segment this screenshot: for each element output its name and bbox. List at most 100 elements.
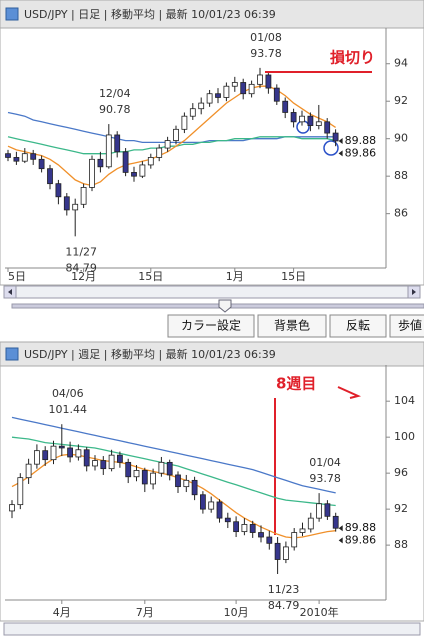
candle-body [307, 517, 314, 530]
annotation-date: 11/23 [268, 583, 300, 596]
button-label: 歩値 [398, 318, 422, 333]
annotation-date: 01/04 [309, 456, 341, 469]
candle-body [158, 461, 165, 474]
candle-body [9, 504, 15, 512]
annotation-date: 11/27 [65, 245, 97, 258]
candle-body [58, 445, 65, 449]
candle-body [249, 524, 256, 533]
candle-body [30, 153, 37, 160]
annotation-value: 84.79 [268, 599, 300, 612]
x-tick-label: 1月 [226, 270, 244, 283]
price-pointer [338, 150, 343, 157]
candle-body [67, 447, 73, 458]
candle-body [25, 463, 32, 479]
candle-body [89, 158, 95, 188]
marker-circle [323, 140, 339, 156]
candle-body [332, 515, 339, 529]
y-tick-label: 86 [394, 207, 408, 220]
annotation-value: 93.78 [309, 472, 341, 485]
candle-body [173, 128, 179, 141]
y-tick-label: 88 [394, 169, 408, 182]
last-price: 89.88 [345, 134, 377, 147]
slider-track[interactable] [11, 303, 424, 309]
candle-body [299, 115, 305, 123]
candle-body [156, 147, 163, 158]
candle-body [315, 121, 322, 126]
slider-thumb[interactable] [218, 299, 232, 313]
annotation-date: 04/06 [52, 387, 84, 400]
chart-title: USD/JPY | 週足 | 移動平均 | 最新 10/01/23 06:39 [24, 347, 276, 361]
y-tick-label: 88 [394, 538, 408, 551]
candle-body [216, 501, 223, 519]
candle-body [5, 153, 11, 158]
candle-body [21, 153, 28, 162]
y-tick-label: 94 [394, 57, 408, 70]
candle-body [208, 501, 215, 510]
button[interactable] [329, 314, 387, 338]
y-tick-label: 100 [394, 430, 415, 443]
candle-body [258, 532, 264, 538]
candle-body [233, 521, 240, 533]
candle-body [191, 479, 198, 496]
x-tick-label: 7月 [136, 606, 154, 619]
candle-body [273, 87, 280, 102]
x-tick-label: 15日 [138, 270, 163, 283]
moving-average [11, 436, 336, 507]
candle-body [189, 108, 196, 117]
scrollbar[interactable] [3, 622, 421, 636]
candle-body [83, 449, 90, 467]
candle-body [139, 164, 146, 177]
candle-body [257, 74, 263, 85]
button[interactable] [257, 314, 327, 338]
button[interactable] [389, 314, 424, 338]
button[interactable] [167, 314, 255, 338]
candle-body [324, 121, 331, 134]
candle-body [125, 461, 132, 478]
x-tick-label: 12月 [71, 270, 96, 283]
moving-average [7, 85, 336, 187]
candle-body [299, 528, 306, 533]
candle-body [150, 472, 157, 485]
candle-body [316, 503, 323, 519]
candle-body [63, 196, 70, 211]
candle-body [266, 536, 273, 544]
candle-body [75, 449, 82, 458]
last-price: 89.86 [345, 146, 377, 159]
candle-body [282, 546, 289, 560]
candle-body [282, 100, 289, 113]
button-label: 反転 [346, 319, 370, 333]
candle-body [42, 450, 49, 461]
scrollbar[interactable] [3, 285, 421, 299]
candle-body [108, 454, 115, 470]
candle-body [291, 532, 298, 548]
candle-body [164, 140, 171, 149]
price-pointer [338, 137, 343, 144]
plot-panel [0, 27, 424, 286]
candle-body [166, 461, 173, 476]
x-tick-label: 10月 [224, 606, 249, 619]
note: 損切り [330, 49, 375, 67]
candle-body [147, 157, 154, 166]
candle-body [240, 82, 247, 95]
candle-body [274, 542, 281, 560]
annotation-value: 84.79 [65, 261, 97, 274]
candle-body [198, 102, 205, 110]
candle-body [34, 450, 40, 465]
candle-body [265, 74, 272, 89]
candle-body [50, 445, 57, 461]
candle-body [17, 477, 24, 506]
candle-body [231, 82, 238, 87]
arrow [337, 386, 362, 399]
candle-body [324, 503, 331, 517]
candle-body [290, 112, 297, 123]
candle-body [141, 470, 148, 485]
x-tick-label: 4月 [53, 606, 71, 619]
moving-average [7, 111, 336, 144]
candle-body [100, 460, 107, 470]
candle-body [241, 524, 248, 533]
annotation-date: 01/08 [250, 31, 282, 44]
candle-body [38, 158, 45, 170]
price-pointer [338, 537, 343, 544]
candle-body [183, 479, 190, 488]
